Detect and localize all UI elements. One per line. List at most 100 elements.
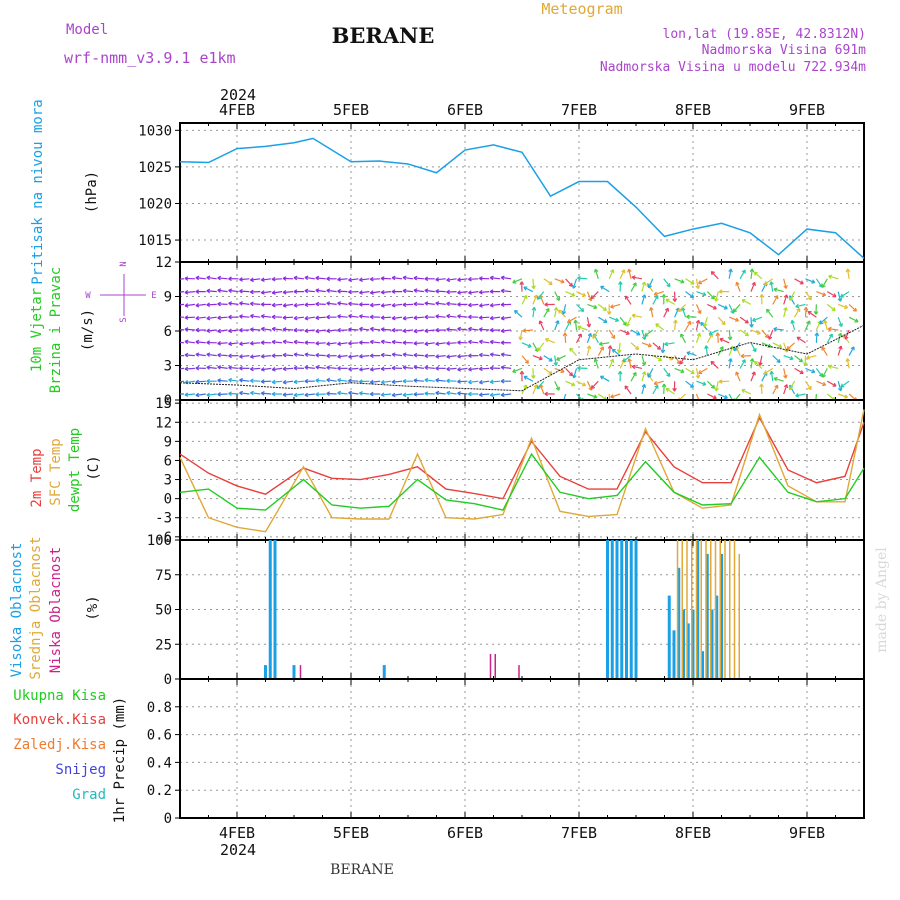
wind-arrow-head [840, 383, 843, 388]
wind-arrow [630, 342, 639, 350]
wind-arrow [698, 278, 708, 285]
wind-arrow [695, 393, 700, 400]
wind-arrow-head [622, 358, 625, 362]
wind-arrow-head [653, 380, 657, 385]
wind-arrow [228, 379, 239, 382]
wind-arrow-head [572, 374, 575, 379]
wind-arrow [217, 277, 228, 280]
wind-arrow-head [250, 390, 254, 394]
wind-arrow [563, 393, 567, 400]
wind-arrow-head [749, 323, 753, 328]
wind-arrow [674, 319, 677, 331]
wind-arrow-head [184, 379, 189, 384]
wind-arrow-head [628, 358, 632, 362]
wind-arrow-head [348, 378, 352, 382]
wind-arrow [537, 342, 545, 352]
wind-arrow-head [490, 275, 494, 279]
wind-arrow-head [304, 288, 309, 292]
wind-arrow [574, 319, 578, 331]
wind-arrow [304, 329, 315, 332]
wind-arrow-head [751, 268, 755, 273]
high-cloud-bar [705, 553, 709, 679]
wind-arrow-head [271, 379, 276, 383]
wind-arrow-head [326, 288, 331, 291]
wind-arrow-head [326, 328, 330, 332]
wind-arrow [826, 333, 833, 344]
wind-arrow-head [590, 384, 593, 389]
wind-arrow [457, 328, 468, 331]
wind-arrow [795, 393, 806, 397]
wind-arrow [750, 329, 761, 335]
wind-arrow-head [478, 315, 483, 319]
wind-arrow [663, 368, 671, 377]
precip-ytick-label: 0.8 [147, 700, 172, 716]
wind-arrow-head [840, 345, 843, 350]
wind-arrow-head [773, 326, 778, 330]
high-cloud-bar [264, 665, 267, 679]
low-cloud-bar [299, 665, 302, 679]
wind-arrow-head [644, 384, 647, 388]
wind-arrow-head [736, 281, 740, 285]
wind-unit: (m/s) [80, 309, 96, 351]
wind-arrow-head [818, 285, 823, 288]
wind-arrow-head [424, 288, 429, 291]
wind-arrow [293, 316, 305, 320]
wind-arrow-head [261, 391, 265, 394]
wind-arrow [715, 381, 719, 392]
wind-arrow-head [837, 387, 842, 392]
wind-arrow-head [616, 349, 620, 353]
wind-arrow [326, 289, 337, 293]
wind-arrow-head [500, 288, 505, 292]
wind-arrow [768, 329, 774, 340]
wind-arrow [381, 316, 392, 319]
wind-arrow [837, 381, 842, 391]
wind-arrow-head [250, 354, 254, 358]
wind-arrow-head [752, 349, 757, 353]
wind-arrow-head [500, 302, 505, 306]
wind-arrow-head [326, 365, 331, 368]
wind-arrow [392, 393, 403, 396]
wind-arrow-head [184, 303, 189, 307]
wind-arrow [717, 316, 726, 325]
wind-arrow-head [293, 275, 298, 279]
wind-arrow [554, 291, 560, 301]
wind-arrow [261, 367, 272, 371]
wind-arrow [641, 342, 652, 347]
wind-arrow-head [239, 314, 243, 317]
wind-arrow-head [468, 326, 472, 330]
wind-arrow [650, 307, 654, 318]
wind-arrow-head [819, 320, 822, 324]
wind-arrow-head [555, 307, 559, 311]
wind-arrow-head [402, 328, 407, 332]
legend-freezing-rain: Zaledj.Kisa [13, 737, 106, 753]
wind-arrow-head [326, 276, 330, 280]
wind-arrow [685, 367, 695, 375]
wind-arrow-head [370, 326, 374, 330]
wind-title-1: 10m Vjetar [29, 288, 45, 372]
wind-arrow-head [568, 284, 573, 287]
wind-arrow [632, 314, 643, 318]
wind-arrow-head [702, 323, 705, 327]
wind-arrow-head [424, 341, 428, 345]
wind-arrow-head [282, 315, 287, 319]
wind-arrow [772, 355, 781, 363]
mid-cloud-bar [738, 553, 740, 679]
wind-arrow [239, 342, 250, 345]
wind-arrow [501, 316, 512, 320]
wind-arrow [512, 367, 523, 373]
wind-arrow-head [822, 294, 826, 297]
wind-arrow-head [261, 326, 265, 330]
wind-arrow-head [239, 277, 243, 281]
wind-arrow-head [380, 327, 385, 330]
wind-arrow [424, 392, 435, 395]
wind-arrow-head [359, 326, 363, 330]
wind-arrow [641, 355, 646, 366]
wind-arrow [630, 329, 641, 336]
model-elevation-label: Nadmorska Visina u modelu 722.934m [600, 60, 866, 75]
wind-arrow [195, 303, 206, 307]
wind-arrow-head [478, 289, 483, 293]
wind-arrow-head [348, 301, 352, 305]
bottom-date-axis: 4FEB 5FEB 6FEB 7FEB 8FEB 9FEB [219, 824, 825, 842]
wind-compass: N W E S [85, 261, 156, 322]
low-cloud-bar [518, 665, 520, 679]
